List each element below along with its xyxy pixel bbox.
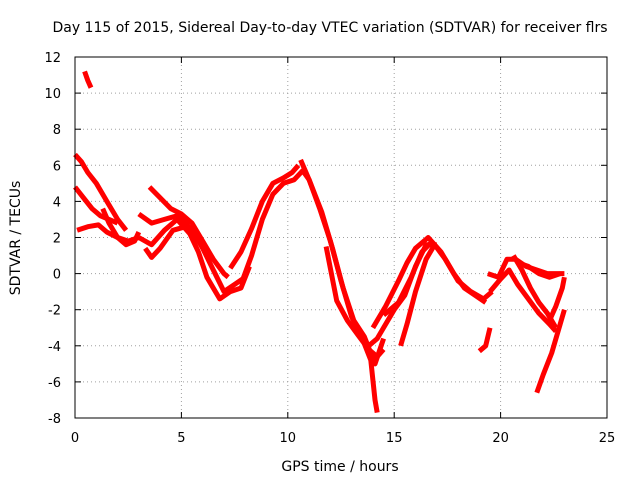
series-track-v	[534, 309, 567, 394]
x-tick-label: 20	[492, 431, 509, 446]
series-track-h	[137, 216, 252, 302]
y-tick-label: 0	[53, 268, 61, 283]
y-axis-label: SDTVAR / TECUs	[8, 181, 24, 296]
y-tick-label: -2	[48, 304, 61, 319]
series-track-j	[228, 163, 301, 270]
series-track-r	[477, 327, 493, 354]
y-tick-label: 4	[53, 195, 61, 210]
x-tick-label: 15	[386, 431, 403, 446]
series-track-p	[398, 242, 494, 347]
y-tick-label: 8	[53, 123, 61, 138]
series-track-l	[298, 158, 380, 414]
series-track-u	[511, 254, 559, 330]
x-tick-label: 5	[177, 431, 185, 446]
x-tick-label: 25	[599, 431, 616, 446]
series-track-c	[73, 185, 119, 226]
series-track-i	[143, 224, 201, 260]
y-tick-label: 12	[44, 51, 61, 66]
series-track-d	[76, 222, 140, 244]
series-track-w	[547, 276, 567, 322]
series-layer	[73, 70, 567, 414]
series-track-x	[516, 260, 561, 280]
series-track-t	[488, 267, 558, 334]
x-axis: 0 5 10 15 20 25	[71, 57, 615, 446]
series-track-a	[82, 70, 94, 89]
y-axis: -8 -6 -4 -2 0 2 4 6 8 10 12	[44, 51, 607, 427]
y-tick-label: 2	[53, 232, 61, 247]
x-tick-label: 10	[280, 431, 297, 446]
y-tick-label: 10	[44, 87, 61, 102]
series-track-f	[147, 185, 230, 280]
y-tick-label: -6	[48, 376, 61, 391]
y-tick-label: -4	[48, 340, 61, 355]
series-track-b	[73, 152, 129, 232]
x-tick-label: 0	[71, 431, 79, 446]
y-tick-label: -8	[48, 412, 61, 427]
series-track-e	[100, 207, 142, 248]
chart-title: Day 115 of 2015, Sidereal Day-to-day VTE…	[52, 20, 607, 36]
x-axis-label: GPS time / hours	[281, 459, 398, 475]
series-track-q	[381, 239, 435, 318]
y-tick-label: 6	[53, 159, 61, 174]
